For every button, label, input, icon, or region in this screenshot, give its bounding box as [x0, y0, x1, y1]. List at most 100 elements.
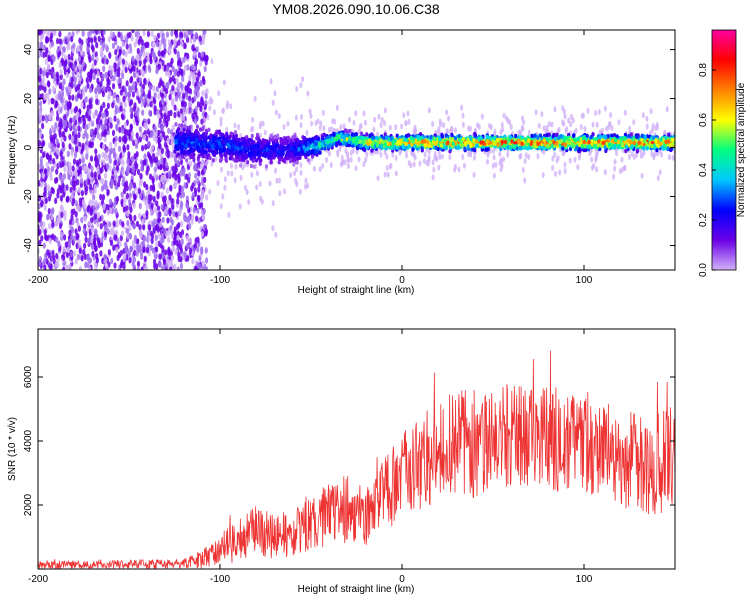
spectrogram-point	[77, 116, 82, 123]
spectrogram-point	[142, 134, 146, 141]
spectrogram-point	[641, 112, 645, 119]
spectrogram-point	[130, 35, 134, 42]
spectrogram-point	[82, 248, 86, 256]
spectrogram-point	[199, 60, 203, 67]
spectrogram-point	[527, 153, 531, 160]
spectrogram-point	[518, 153, 522, 160]
spectrogram-point	[506, 151, 510, 158]
spectrogram-point	[230, 162, 233, 169]
spectrogram-point	[68, 61, 72, 69]
spectrogram-point	[321, 163, 325, 169]
spectrogram-point	[63, 166, 67, 173]
spectrogram-point	[68, 238, 72, 245]
spectrogram-point	[149, 58, 153, 65]
spectrogram-point	[71, 165, 75, 172]
spectrogram-point	[128, 62, 132, 69]
spectrogram-point	[76, 30, 81, 34]
spectrogram-point	[142, 98, 146, 106]
spectrogram-point	[309, 113, 313, 119]
spectrogram-point	[174, 211, 179, 218]
spectrogram-point	[283, 188, 286, 195]
spectrogram-point	[43, 94, 47, 101]
spectrogram-point	[247, 199, 251, 205]
spectrogram-point	[42, 242, 46, 249]
spectrogram-point	[286, 120, 290, 127]
spectrogram-point	[163, 228, 167, 235]
spectrogram-point	[171, 124, 175, 131]
spectrogram-point	[299, 82, 303, 89]
spectrogram-point	[362, 110, 366, 117]
spectrogram-point	[250, 133, 254, 139]
spectrogram-point	[183, 182, 187, 189]
spectrogram-point	[102, 65, 106, 73]
spectrogram-point	[112, 201, 117, 208]
spectrogram-point	[132, 193, 137, 200]
spectrogram-point	[64, 241, 68, 248]
spectrogram-point	[105, 45, 109, 53]
spectrogram-point	[162, 131, 166, 138]
spectrogram-point	[158, 117, 162, 125]
spectrogram-point	[186, 52, 190, 60]
spectrogram-point	[115, 164, 120, 171]
spectrogram-point	[153, 54, 157, 61]
spectrogram-point	[95, 30, 99, 36]
spectrogram-point	[200, 169, 205, 176]
spectrogram-point	[547, 121, 551, 128]
spectrogram-point	[154, 246, 159, 253]
spectrogram-point	[54, 177, 58, 184]
spectrogram-point	[48, 154, 52, 161]
spectrogram-point	[155, 40, 159, 48]
spectrogram-point	[150, 202, 154, 209]
spectrogram-point	[205, 54, 209, 62]
spectrogram-point	[173, 111, 177, 119]
spectrogram-point	[47, 50, 51, 57]
spectrogram-point	[199, 80, 203, 87]
spectrogram-point	[100, 124, 104, 131]
spectrogram-point	[180, 201, 184, 208]
spectrogram-point	[47, 208, 51, 215]
spectrogram-point	[343, 128, 348, 133]
spectrogram-point	[177, 82, 181, 90]
spectrogram-point	[197, 186, 201, 193]
spectrogram-point	[357, 156, 361, 163]
spectrogram-point	[54, 220, 58, 228]
spectrogram-point	[130, 112, 134, 120]
spectrogram-point	[47, 190, 51, 197]
spectrogram-point	[60, 211, 64, 218]
spectrogram-point	[119, 105, 123, 112]
spectrogram-point	[180, 186, 185, 193]
spectrogram-point	[58, 184, 62, 192]
spectrogram-point	[87, 238, 91, 245]
spectrogram-point	[48, 113, 52, 121]
spectrogram-point	[163, 195, 167, 202]
spectrogram-point	[142, 236, 146, 243]
spectrogram-point	[157, 138, 161, 145]
spectrogram-point	[72, 197, 76, 204]
spectrogram-point	[128, 257, 132, 264]
spectrogram-point	[59, 150, 63, 158]
spectrogram-point	[165, 161, 169, 169]
spectrogram-point	[178, 68, 182, 75]
spectrogram-point	[115, 218, 119, 225]
spectrogram-point	[51, 98, 55, 105]
spectrogram-point	[91, 250, 95, 257]
spectrogram-point	[220, 166, 223, 173]
spectrogram-point	[179, 169, 183, 176]
spectrogram-point	[359, 123, 363, 129]
spectrogram-point	[613, 158, 617, 165]
spectrogram-point	[158, 211, 162, 218]
spectrogram-point	[76, 45, 80, 52]
spectrogram-point	[57, 51, 61, 58]
spectrogram-point	[41, 122, 45, 130]
spectrogram-point	[171, 165, 175, 172]
spectrogram-point	[460, 104, 464, 111]
spectrogram-point	[82, 119, 87, 126]
spectrogram-point	[129, 245, 133, 253]
spectrogram-point	[186, 82, 190, 90]
spectrogram-point	[70, 76, 74, 84]
spectrogram-point	[106, 228, 110, 235]
spectrogram-point	[91, 63, 95, 70]
spectrogram-point	[132, 202, 136, 209]
spectrogram-point	[202, 224, 206, 231]
spectrogram-point	[131, 55, 135, 62]
